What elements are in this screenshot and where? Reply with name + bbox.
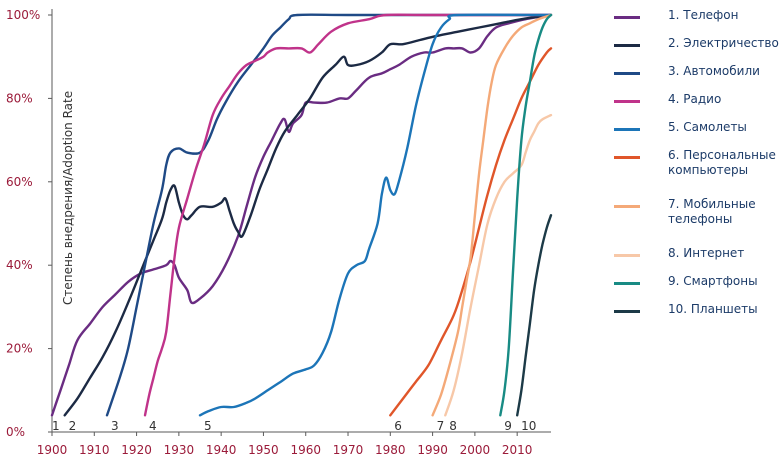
x-tick-label: 1910 <box>79 443 110 457</box>
chart-legend: 1. Телефон 2. Электричество 3. Автомобили 4… <box>614 8 779 330</box>
series-start-label-6: 6 <box>394 419 402 433</box>
legend-label: 7. Мобильные телефоны <box>668 197 756 226</box>
legend-label: 3. Автомобили <box>668 64 760 78</box>
legend-swatch <box>614 310 640 313</box>
legend-label: 2. Электричество <box>668 36 779 50</box>
y-tick-label: 100% <box>6 8 40 22</box>
series-start-label-4: 4 <box>149 419 157 433</box>
y-tick-label: 0% <box>6 425 25 439</box>
legend-label: 10. Планшеты <box>668 302 758 316</box>
y-tick-label: 20% <box>6 342 33 356</box>
legend-label: 4. Радио <box>668 92 722 106</box>
series-start-label-7: 7 <box>437 419 445 433</box>
legend-swatch <box>614 254 640 257</box>
series-start-label-3: 3 <box>111 419 119 433</box>
legend-swatch <box>614 72 640 75</box>
x-tick-label: 1920 <box>121 443 152 457</box>
legend-swatch <box>614 128 640 131</box>
legend-item-5: 5. Самолеты <box>614 120 779 148</box>
legend-item-3: 3. Автомобили <box>614 64 779 92</box>
legend-swatch <box>614 205 640 208</box>
legend-swatch <box>614 16 640 19</box>
series-line-9 <box>499 13 553 417</box>
legend-item-1: 1. Телефон <box>614 8 779 36</box>
y-tick-label: 40% <box>6 258 33 272</box>
series-start-label-10: 10 <box>521 419 536 433</box>
series-start-label-2: 2 <box>69 419 77 433</box>
legend-label: 9. Смартфоны <box>668 274 758 288</box>
series-line-5 <box>198 13 553 417</box>
x-tick-label: 1930 <box>164 443 195 457</box>
series-start-label-5: 5 <box>204 419 212 433</box>
x-tick-label: 1960 <box>290 443 321 457</box>
legend-item-8: 8. Интернет <box>614 246 779 274</box>
x-tick-label: 2010 <box>502 443 533 457</box>
legend-swatch <box>614 100 640 103</box>
series-line-7 <box>431 13 553 417</box>
legend-item-9: 9. Смартфоны <box>614 274 779 302</box>
series-line-1 <box>50 13 553 417</box>
x-tick-label: 1980 <box>375 443 406 457</box>
legend-label: 5. Самолеты <box>668 120 747 134</box>
x-tick-label: 1970 <box>333 443 364 457</box>
series-line-2 <box>63 13 553 417</box>
series-lines <box>50 13 553 417</box>
series-start-label-9: 9 <box>504 419 512 433</box>
axes: 1900 1910 1920 1930 1940 1950 1960 1970 1980 1990… <box>6 8 551 457</box>
y-tick-label: 80% <box>6 91 33 105</box>
series-start-label-8: 8 <box>449 419 457 433</box>
x-tick-label: 1990 <box>417 443 448 457</box>
legend-swatch <box>614 44 640 47</box>
series-line-3 <box>105 13 553 417</box>
legend-item-2: 2. Электричество <box>614 36 779 64</box>
legend-label: 6. Персональные компьютеры <box>668 148 776 177</box>
start-labels: 1 2 3 4 5 6 7 8 9 10 <box>52 419 536 433</box>
legend-swatch <box>614 282 640 285</box>
legend-item-7: 7. Мобильные телефоны <box>614 197 779 246</box>
series-line-10 <box>516 214 553 417</box>
series-line-4 <box>143 13 553 417</box>
y-axis-label: Степень внедрения/Adoption Rate <box>61 91 75 305</box>
legend-swatch <box>614 156 640 159</box>
legend-item-4: 4. Радио <box>614 92 779 120</box>
legend-label: 1. Телефон <box>668 8 739 22</box>
legend-item-6: 6. Персональные компьютеры <box>614 148 779 197</box>
x-tick-label: 1940 <box>206 443 237 457</box>
x-tick-label: 1950 <box>248 443 279 457</box>
series-start-label-1: 1 <box>52 419 60 433</box>
series-line-8 <box>444 113 553 417</box>
y-tick-label: 60% <box>6 175 33 189</box>
x-tick-label: 2000 <box>460 443 491 457</box>
legend-label: 8. Интернет <box>668 246 745 260</box>
x-tick-label: 1900 <box>37 443 68 457</box>
legend-item-10: 10. Планшеты <box>614 302 779 330</box>
